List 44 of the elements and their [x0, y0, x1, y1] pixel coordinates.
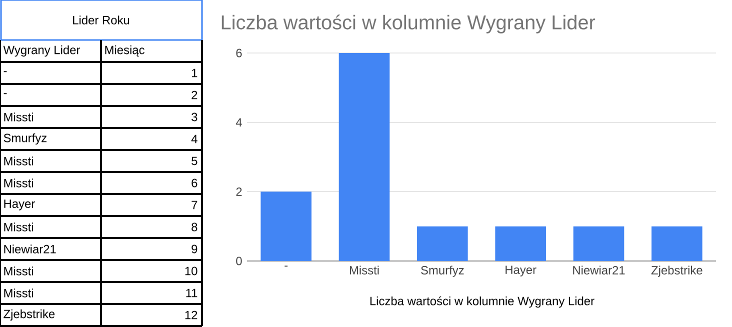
category-label: Smurfyz	[4, 133, 46, 145]
bar	[260, 192, 312, 261]
text: Lider Roku	[73, 16, 130, 24]
bar	[652, 226, 702, 261]
category-label: Missti	[4, 156, 34, 166]
data-label: 1	[192, 68, 198, 78]
data-label: 3	[192, 112, 198, 122]
data-label: 10	[185, 266, 198, 276]
x-tick-label: Missti	[350, 266, 379, 274]
data-label: 2	[192, 90, 198, 100]
bar	[495, 226, 546, 261]
text: Miesiąc	[105, 45, 144, 57]
y-tick-label: 0	[236, 256, 242, 266]
category-label: Niewiar21	[4, 244, 56, 254]
x-tick-label: Niewiar21	[573, 266, 625, 274]
category-label: -	[4, 93, 7, 94]
category-label: Missti	[4, 178, 34, 188]
text: Wygrany Lider	[3, 45, 80, 57]
category-label: Missti	[4, 222, 34, 232]
x-tick-label: Zjebstrike	[651, 266, 702, 277]
y-tick-label: 6	[236, 48, 242, 58]
x-tick-label: -	[284, 266, 288, 267]
data-label: 8	[192, 222, 198, 232]
data-label: 5	[192, 156, 198, 166]
x-axis-title: Liczba wartości w kolumnie Wygrany Lider	[370, 296, 594, 308]
data-label: 6	[192, 178, 198, 188]
y-tick-label: 4	[236, 118, 242, 126]
y-tick-label: 2	[236, 187, 242, 196]
bar	[417, 226, 468, 261]
data-label: 7	[192, 200, 198, 210]
data-label: 4	[191, 134, 198, 144]
x-tick-label: Hayer	[506, 266, 536, 276]
data-label: 11	[186, 288, 198, 298]
chart-title: Liczba wartości w kolumnie Wygrany Lider	[222, 14, 596, 34]
category-label: Missti	[4, 288, 34, 298]
x-tick-label: Smurfyz	[421, 266, 464, 277]
category-label: Missti	[4, 112, 34, 122]
bar	[338, 53, 390, 261]
data-label: 9	[192, 244, 198, 254]
bar	[573, 226, 624, 261]
category-label: Zjebstrike	[4, 309, 55, 321]
category-label: Hayer	[4, 200, 35, 210]
data-label: 12	[185, 310, 198, 320]
category-label: -	[4, 71, 7, 72]
